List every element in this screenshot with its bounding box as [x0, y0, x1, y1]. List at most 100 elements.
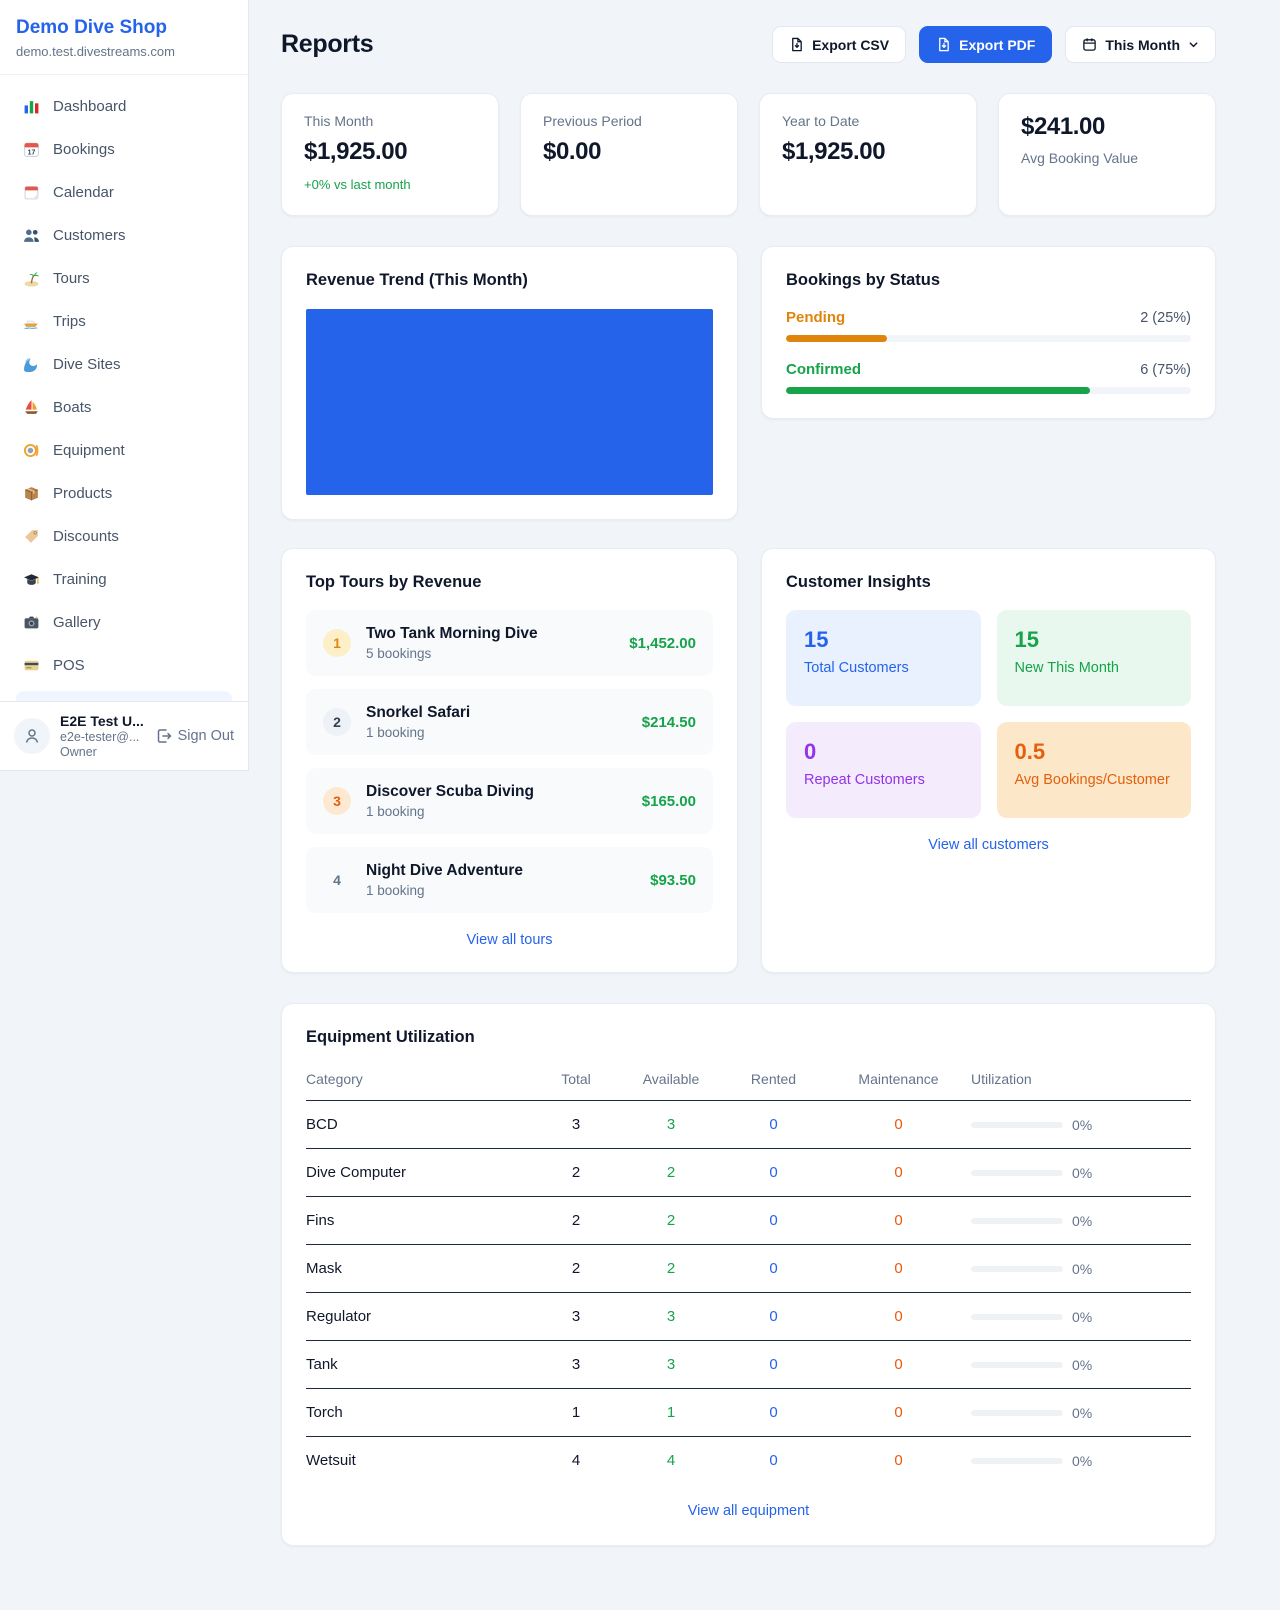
- status-bar-confirmed: [786, 387, 1191, 394]
- cell-total: 3: [531, 1340, 621, 1389]
- utilization-percent: 0%: [1072, 1452, 1093, 1469]
- sidebar-item-label: Discounts: [53, 528, 119, 545]
- sidebar-item-boats[interactable]: Boats: [8, 386, 240, 429]
- cell-category: BCD: [306, 1100, 531, 1149]
- cell-total: 3: [531, 1100, 621, 1149]
- utilization-bar: [971, 1217, 1063, 1224]
- sidebar-item-calendar[interactable]: Calendar: [8, 171, 240, 214]
- rank-badge: 3: [323, 787, 351, 815]
- sidebar-item-products[interactable]: Products: [8, 472, 240, 515]
- tour-name: Snorkel Safari: [366, 704, 471, 721]
- sidebar-item-label: Calendar: [53, 184, 114, 201]
- status-value: 2 (25%): [1140, 309, 1191, 326]
- cell-maintenance: 0: [826, 1292, 971, 1341]
- view-all-tours-link[interactable]: View all tours: [466, 932, 553, 948]
- tour-row: 2 Snorkel Safari 1 booking $214.50: [306, 689, 713, 755]
- sidebar-item-active-partial[interactable]: [16, 691, 232, 701]
- camera-icon: [22, 614, 40, 632]
- cell-available: 2: [621, 1244, 721, 1293]
- status-value: 6 (75%): [1140, 361, 1191, 378]
- main-content: Reports Export CSV Export PDF This Month…: [281, 0, 1216, 1546]
- sidebar-item-bookings[interactable]: 17 Bookings: [8, 128, 240, 171]
- cell-rented: 0: [721, 1196, 826, 1245]
- period-label: This Month: [1105, 36, 1180, 53]
- sidebar-item-trips[interactable]: Trips: [8, 300, 240, 343]
- cell-total: 2: [531, 1196, 621, 1245]
- utilization-percent: 0%: [1072, 1260, 1093, 1277]
- stat-label: Year to Date: [782, 113, 860, 129]
- sign-out-icon: [157, 729, 171, 743]
- utilization-percent: 0%: [1072, 1404, 1093, 1421]
- cell-total: 3: [531, 1292, 621, 1341]
- sidebar-item-equipment[interactable]: Equipment: [8, 429, 240, 472]
- user-block: E2E Test U... e2e-tester@... Owner Sign …: [0, 701, 248, 770]
- status-bar-fill: [786, 335, 888, 342]
- stat-value: $1,925.00: [782, 138, 886, 165]
- tour-name: Night Dive Adventure: [366, 862, 524, 879]
- stat-card-year-to-date: Year to Date $1,925.00: [759, 93, 977, 216]
- sidebar-item-label: Training: [53, 571, 107, 588]
- tour-row: 4 Night Dive Adventure 1 booking $93.50: [306, 847, 713, 913]
- table-row: Mask 2 2 0 0 0%: [306, 1244, 1191, 1293]
- status-row-confirmed: Confirmed 6 (75%): [786, 361, 1191, 394]
- cell-rented: 0: [721, 1388, 826, 1437]
- stat-label: Previous Period: [543, 113, 642, 129]
- tile-label: Repeat Customers: [804, 772, 925, 788]
- tile-value: 15: [1014, 627, 1039, 652]
- tour-amount: $165.00: [641, 792, 696, 810]
- svg-text:17: 17: [27, 149, 35, 156]
- sidebar-item-label: Gallery: [53, 614, 101, 631]
- sidebar-item-customers[interactable]: Customers: [8, 214, 240, 257]
- sidebar-item-pos[interactable]: POS: [8, 644, 240, 687]
- rank-badge: 2: [323, 708, 351, 736]
- speedboat-icon: [22, 313, 40, 331]
- top-tours-title: Top Tours by Revenue: [306, 573, 482, 591]
- cell-rented: 0: [721, 1292, 826, 1341]
- export-csv-button[interactable]: Export CSV: [772, 26, 907, 63]
- cell-rented: 0: [769, 1452, 778, 1469]
- period-dropdown[interactable]: This Month: [1065, 26, 1216, 63]
- status-bar-pending: [786, 335, 1191, 342]
- tour-amount: $1,452.00: [629, 634, 696, 652]
- cell-total: 1: [531, 1388, 621, 1437]
- calendar-icon: [1083, 38, 1097, 51]
- column-header-maintenance: Maintenance: [826, 1063, 971, 1101]
- brand-domain: demo.test.divestreams.com: [16, 44, 175, 59]
- sidebar-item-training[interactable]: Training: [8, 558, 240, 601]
- tour-name: Two Tank Morning Dive: [366, 625, 538, 642]
- user-name: E2E Test U...: [60, 713, 144, 729]
- user-meta: E2E Test U... e2e-tester@... Owner: [60, 713, 146, 759]
- file-download-icon: [792, 37, 802, 52]
- sidebar-item-dashboard[interactable]: Dashboard: [8, 85, 240, 128]
- cell-maintenance: 0: [826, 1340, 971, 1389]
- sidebar-item-discounts[interactable]: Discounts: [8, 515, 240, 558]
- person-icon: [25, 729, 39, 743]
- customer-insights-title: Customer Insights: [786, 573, 931, 591]
- status-label: Confirmed: [786, 361, 861, 378]
- column-header-rented: Rented: [721, 1063, 826, 1101]
- view-all-equipment-link[interactable]: View all equipment: [687, 1503, 810, 1519]
- stat-value: $241.00: [1021, 113, 1105, 140]
- wave-icon: [22, 356, 40, 374]
- sidebar-item-dive-sites[interactable]: Dive Sites: [8, 343, 240, 386]
- table-row: Fins 2 2 0 0 0%: [306, 1196, 1191, 1245]
- sidebar-item-gallery[interactable]: Gallery: [8, 601, 240, 644]
- sidebar-item-label: POS: [53, 657, 85, 674]
- tile-value: 15: [804, 627, 829, 652]
- sidebar-item-tours[interactable]: Tours: [8, 257, 240, 300]
- table-row: Regulator 3 3 0 0 0%: [306, 1292, 1191, 1341]
- cell-category: Tank: [306, 1340, 531, 1389]
- graduation-cap-icon: [22, 571, 40, 589]
- tour-row: 1 Two Tank Morning Dive 5 bookings $1,45…: [306, 610, 713, 676]
- tour-bookings: 1 booking: [366, 725, 425, 740]
- tear-off-calendar-icon: [22, 184, 40, 202]
- sidebar-item-label: Customers: [53, 227, 126, 244]
- sidebar: Demo Dive Shop demo.test.divestreams.com…: [0, 0, 249, 771]
- cell-total: 2: [531, 1148, 621, 1197]
- view-all-customers-link[interactable]: View all customers: [928, 837, 1049, 853]
- sidebar-item-label: Dashboard: [53, 98, 127, 115]
- cell-available: 3: [621, 1292, 721, 1341]
- sign-out-button[interactable]: Sign Out: [156, 728, 234, 744]
- table-row: Torch 1 1 0 0 0%: [306, 1388, 1191, 1437]
- export-pdf-button[interactable]: Export PDF: [919, 26, 1053, 63]
